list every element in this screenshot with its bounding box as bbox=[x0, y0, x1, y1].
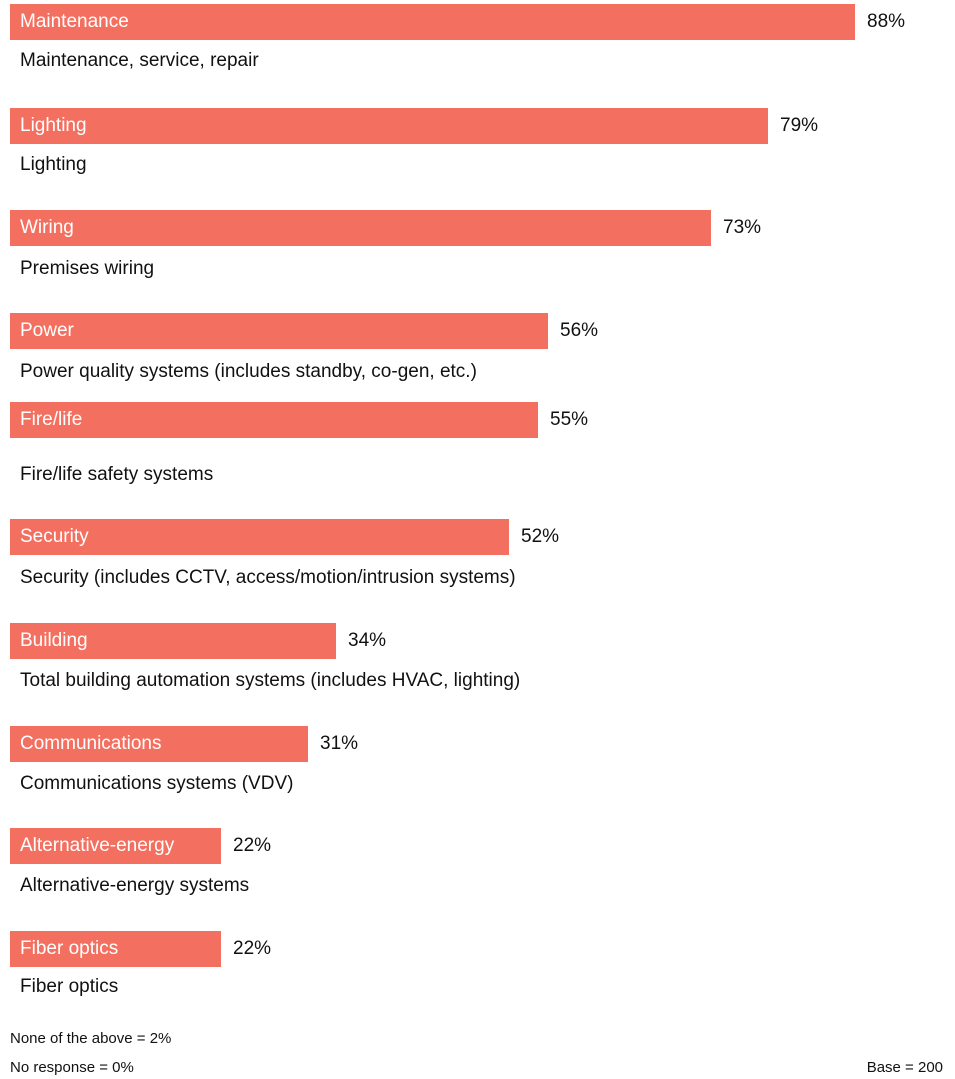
category-description: Alternative-energy systems bbox=[20, 875, 250, 896]
footnote-no-response: No response = 0% bbox=[10, 1059, 134, 1076]
category-description: Fire/life safety systems bbox=[20, 464, 214, 485]
bar-security bbox=[10, 519, 509, 555]
bar-communications bbox=[10, 726, 308, 762]
bar-label: Maintenance bbox=[20, 11, 129, 32]
value-label: 55% bbox=[550, 409, 589, 430]
value-label: 56% bbox=[560, 320, 599, 341]
bar-label: Building bbox=[20, 630, 88, 651]
bar-label: Alternative-energy bbox=[20, 835, 175, 856]
bar-label: Fiber optics bbox=[20, 938, 119, 959]
bar-fire-life bbox=[10, 402, 538, 438]
value-label: 73% bbox=[723, 217, 762, 238]
category-description: Maintenance, service, repair bbox=[20, 50, 259, 71]
bar-label: Wiring bbox=[20, 217, 74, 238]
bar-alternative-energy bbox=[10, 828, 221, 864]
bar-fiber-optics bbox=[10, 931, 221, 967]
bar-label: Fire/life bbox=[20, 409, 83, 430]
category-description: Fiber optics bbox=[20, 976, 119, 997]
bar-maintenance bbox=[10, 4, 855, 40]
value-label: 31% bbox=[320, 733, 359, 754]
value-label: 52% bbox=[521, 526, 560, 547]
category-description: Security (includes CCTV, access/motion/i… bbox=[20, 567, 516, 588]
bar-label: Lighting bbox=[20, 115, 87, 136]
bar-label: Security bbox=[20, 526, 89, 547]
value-label: 34% bbox=[348, 630, 387, 651]
category-description: Premises wiring bbox=[20, 258, 155, 279]
value-label: 88% bbox=[867, 11, 906, 32]
bar-building bbox=[10, 623, 336, 659]
bar-lighting bbox=[10, 108, 768, 144]
category-description: Total building automation systems (inclu… bbox=[20, 670, 521, 691]
value-label: 22% bbox=[233, 938, 272, 959]
category-description: Communications systems (VDV) bbox=[20, 773, 294, 794]
bar-wiring bbox=[10, 210, 711, 246]
footnote-base: Base = 200 bbox=[866, 1059, 943, 1076]
value-label: 22% bbox=[233, 835, 272, 856]
footnote-none-of-the-above: None of the above = 2% bbox=[10, 1030, 172, 1047]
bar-power bbox=[10, 313, 548, 349]
bar-label: Power bbox=[20, 320, 74, 341]
value-label: 79% bbox=[780, 115, 819, 136]
bar-label: Communications bbox=[20, 733, 162, 754]
category-description: Lighting bbox=[20, 154, 87, 175]
category-description: Power quality systems (includes standby,… bbox=[20, 361, 477, 382]
